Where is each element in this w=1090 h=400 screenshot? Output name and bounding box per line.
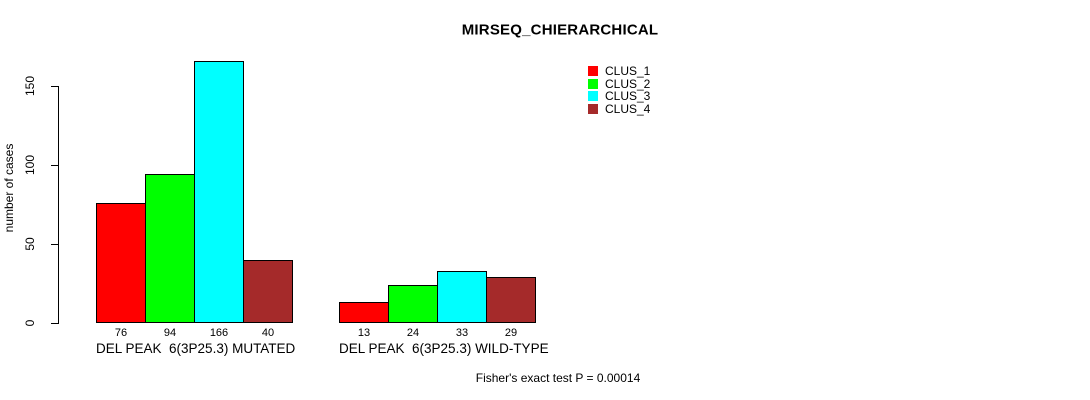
legend-swatch-CLUS_4 [588,104,598,115]
bar-CLUS_4-group2 [486,277,536,323]
bar-value-label: 33 [455,327,469,339]
legend-label: CLUS_2 [605,76,651,91]
y-axis-label: number of cases [2,143,16,233]
y-tick [51,86,58,87]
y-tick [51,165,58,166]
legend-swatch-CLUS_1 [588,66,598,77]
bar-value-label: 94 [163,327,177,339]
bar-CLUS_4-group1 [243,260,293,323]
legend-label: CLUS_3 [605,89,651,104]
x-category-label: DEL PEAK 6(3P25.3) MUTATED [96,341,296,356]
legend-swatch-CLUS_2 [588,78,598,89]
bar-value-label: 13 [357,327,371,339]
y-axis-line [58,86,59,324]
y-tick-label: 100 [23,154,37,176]
bar-CLUS_3-group2 [437,271,487,323]
y-tick [51,323,58,324]
bar-CLUS_1-group1 [96,203,146,323]
legend-swatch-CLUS_3 [588,91,598,102]
y-tick [51,244,58,245]
bar-value-label: 166 [209,327,229,339]
legend: CLUS_1 CLUS_2 CLUS_3 CLUS_4 [588,64,651,117]
bar-value-label: 76 [114,327,128,339]
bar-value-label: 24 [406,327,420,339]
fisher-test-annotation: Fisher's exact test P = 0.00014 [475,371,641,385]
y-tick-label: 0 [23,319,37,327]
bar-CLUS_3-group1 [194,61,244,323]
legend-item: CLUS_3 [588,89,651,104]
legend-label: CLUS_1 [605,64,651,79]
bar-CLUS_1-group2 [339,302,389,323]
x-category-label: DEL PEAK 6(3P25.3) WILD-TYPE [339,341,549,356]
bar-value-label: 40 [261,327,275,339]
chart-title: MIRSEQ_CHIERARCHICAL [461,21,659,39]
bar-value-label: 29 [504,327,518,339]
bar-CLUS_2-group2 [388,285,438,323]
legend-item: CLUS_1 [588,64,651,79]
legend-item: CLUS_4 [588,102,651,117]
legend-label: CLUS_4 [605,102,651,117]
legend-item: CLUS_2 [588,76,651,91]
y-tick-label: 150 [23,75,37,97]
bar-CLUS_2-group1 [145,174,195,323]
y-tick-label: 50 [23,237,37,251]
